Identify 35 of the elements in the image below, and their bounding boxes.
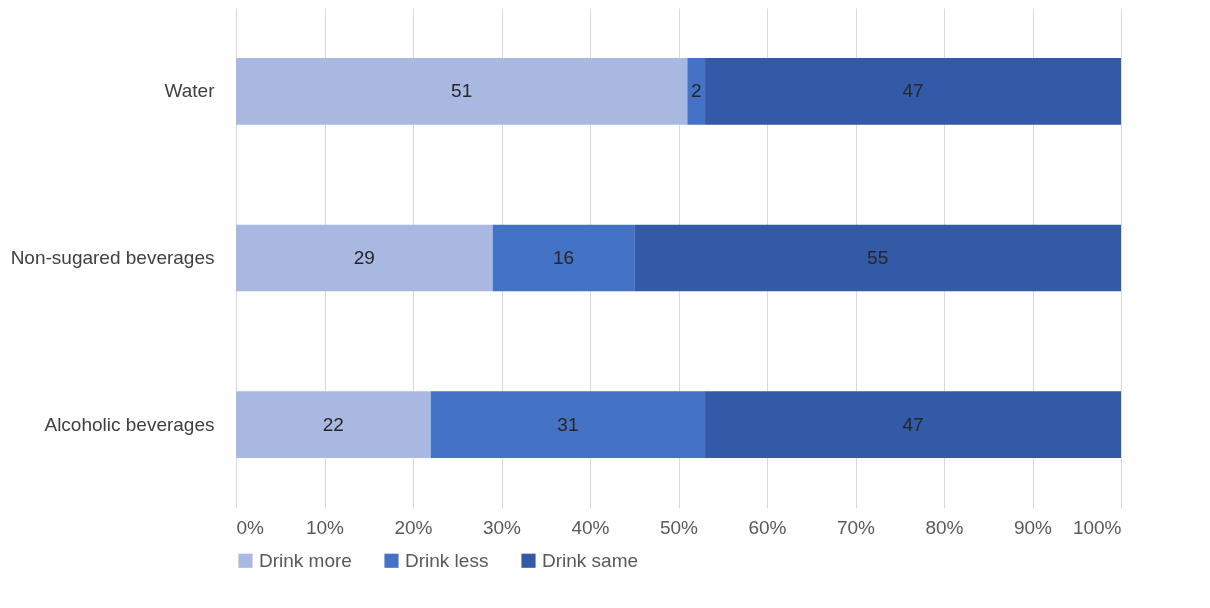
legend-label: Drink more [259,549,352,571]
bar [236,58,688,125]
bar [634,224,1121,292]
bar [492,224,635,292]
bar [430,391,706,458]
data-label: 22 [322,413,344,435]
y-tick-label: Alcoholic beverages [44,413,215,435]
bar [705,58,1121,125]
data-label: 47 [902,413,924,435]
bar [687,58,706,125]
x-tick-label: 70% [836,516,876,538]
x-tick-label: 80% [925,516,964,538]
x-tick-label: 100% [1072,516,1122,538]
data-label: 51 [451,80,473,102]
data-label: 29 [353,247,375,268]
x-tick-label: 0% [236,516,265,538]
y-tick-label: Non-sugared beverages [10,247,215,268]
x-tick-label: 20% [394,516,433,538]
data-label: 47 [902,80,924,102]
bar [236,224,493,292]
data-label: 16 [552,247,575,268]
data-label: 31 [557,413,579,435]
x-tick-label: 90% [1013,516,1053,538]
legend-label: Drink same [542,549,639,571]
x-tick-label: 40% [571,516,610,538]
x-tick-label: 10% [305,516,345,538]
data-label: 55 [867,247,889,268]
x-tick-label: 30% [482,516,522,538]
y-tick-label: Water [164,80,216,102]
x-tick-label: 50% [659,516,699,538]
bar [236,391,431,458]
legend-label: Drink less [405,549,489,571]
data-label: 2 [690,80,702,102]
bar [705,391,1121,458]
x-tick-label: 60% [748,516,787,538]
